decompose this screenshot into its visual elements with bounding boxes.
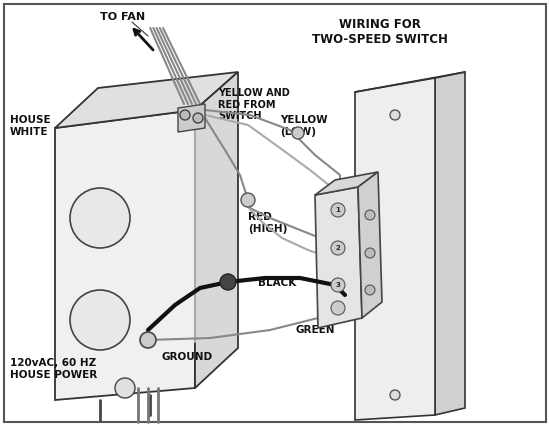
Circle shape — [180, 110, 190, 120]
Polygon shape — [195, 72, 238, 388]
Polygon shape — [358, 172, 382, 318]
Circle shape — [390, 390, 400, 400]
Text: WIRING FOR
TWO-SPEED SWITCH: WIRING FOR TWO-SPEED SWITCH — [312, 18, 448, 46]
Text: GREEN: GREEN — [295, 325, 334, 335]
Text: 3: 3 — [336, 282, 340, 288]
Text: 120vAC, 60 HZ
HOUSE POWER: 120vAC, 60 HZ HOUSE POWER — [10, 358, 97, 380]
Polygon shape — [435, 72, 465, 415]
Polygon shape — [178, 104, 205, 132]
Circle shape — [365, 210, 375, 220]
Circle shape — [241, 193, 255, 207]
Circle shape — [70, 290, 130, 350]
Circle shape — [220, 274, 236, 290]
Circle shape — [292, 127, 304, 139]
Text: BLACK: BLACK — [258, 278, 296, 288]
Text: GROUND: GROUND — [162, 352, 213, 362]
Polygon shape — [315, 187, 362, 328]
Circle shape — [70, 188, 130, 248]
Circle shape — [365, 285, 375, 295]
Polygon shape — [55, 110, 195, 400]
Circle shape — [365, 248, 375, 258]
Circle shape — [331, 278, 345, 292]
Circle shape — [331, 203, 345, 217]
Text: YELLOW
(LOW): YELLOW (LOW) — [280, 115, 328, 137]
Text: 2: 2 — [336, 245, 340, 251]
Circle shape — [390, 110, 400, 120]
Text: 1: 1 — [336, 207, 340, 213]
Polygon shape — [55, 72, 238, 128]
Text: YELLOW AND
RED FROM
SWITCH: YELLOW AND RED FROM SWITCH — [218, 88, 290, 121]
Text: TO FAN: TO FAN — [100, 12, 145, 22]
Polygon shape — [355, 78, 435, 420]
Circle shape — [115, 378, 135, 398]
Text: RED
(HIGH): RED (HIGH) — [248, 212, 287, 233]
Circle shape — [193, 113, 203, 123]
Polygon shape — [315, 172, 378, 195]
Text: HOUSE
WHITE: HOUSE WHITE — [10, 115, 51, 137]
Circle shape — [331, 301, 345, 315]
Circle shape — [331, 241, 345, 255]
Circle shape — [140, 332, 156, 348]
